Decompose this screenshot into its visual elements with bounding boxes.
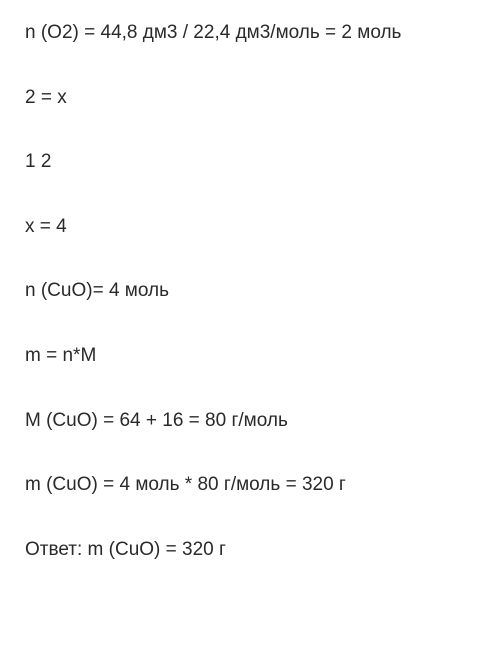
calculation-line: n (CuO)= 4 моль [25,278,475,305]
calculation-line: m = n*M [25,343,475,370]
answer-line: Ответ: m (CuO) = 320 г [25,537,475,564]
calculation-line: 2 = x [25,85,475,112]
calculation-line: x = 4 [25,214,475,241]
calculation-line: n (O2) = 44,8 дм3 / 22,4 дм3/моль = 2 мо… [25,20,475,47]
calculation-line: 1 2 [25,149,475,176]
calculation-line: M (CuO) = 64 + 16 = 80 г/моль [25,408,475,435]
calculation-line: m (CuO) = 4 моль * 80 г/моль = 320 г [25,472,475,499]
